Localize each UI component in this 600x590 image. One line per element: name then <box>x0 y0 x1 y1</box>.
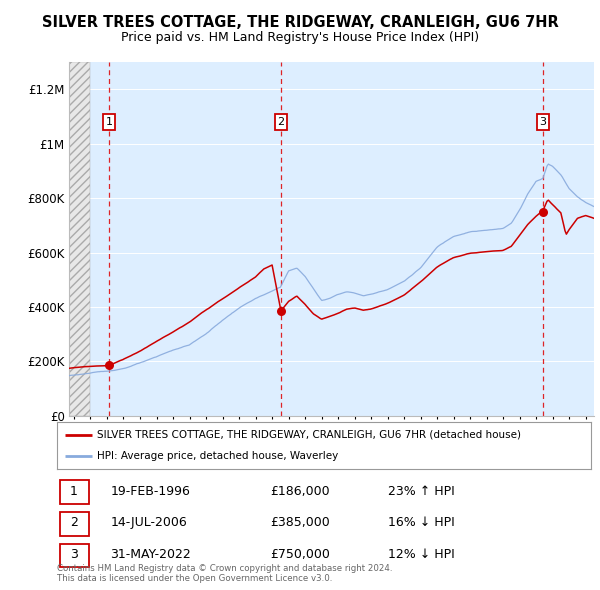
Text: £385,000: £385,000 <box>271 516 331 529</box>
Text: 2: 2 <box>70 516 78 529</box>
Text: 12% ↓ HPI: 12% ↓ HPI <box>388 548 455 561</box>
Text: 1: 1 <box>70 484 78 497</box>
Text: 31-MAY-2022: 31-MAY-2022 <box>110 548 191 561</box>
Text: 16% ↓ HPI: 16% ↓ HPI <box>388 516 455 529</box>
Text: 19-FEB-1996: 19-FEB-1996 <box>110 484 190 497</box>
Text: 14-JUL-2006: 14-JUL-2006 <box>110 516 187 529</box>
Text: 1: 1 <box>106 117 113 127</box>
Text: 3: 3 <box>539 117 547 127</box>
Text: SILVER TREES COTTAGE, THE RIDGEWAY, CRANLEIGH, GU6 7HR (detached house): SILVER TREES COTTAGE, THE RIDGEWAY, CRAN… <box>97 430 521 440</box>
Text: 3: 3 <box>70 548 78 561</box>
FancyBboxPatch shape <box>59 480 89 504</box>
Text: HPI: Average price, detached house, Waverley: HPI: Average price, detached house, Wave… <box>97 451 338 461</box>
Bar <box>69 62 91 416</box>
Text: SILVER TREES COTTAGE, THE RIDGEWAY, CRANLEIGH, GU6 7HR: SILVER TREES COTTAGE, THE RIDGEWAY, CRAN… <box>41 15 559 30</box>
FancyBboxPatch shape <box>59 512 89 536</box>
FancyBboxPatch shape <box>59 543 89 568</box>
Text: £750,000: £750,000 <box>271 548 331 561</box>
Text: Price paid vs. HM Land Registry's House Price Index (HPI): Price paid vs. HM Land Registry's House … <box>121 31 479 44</box>
Text: Contains HM Land Registry data © Crown copyright and database right 2024.
This d: Contains HM Land Registry data © Crown c… <box>57 563 392 583</box>
Text: £186,000: £186,000 <box>271 484 330 497</box>
Text: 2: 2 <box>277 117 284 127</box>
Text: 23% ↑ HPI: 23% ↑ HPI <box>388 484 455 497</box>
